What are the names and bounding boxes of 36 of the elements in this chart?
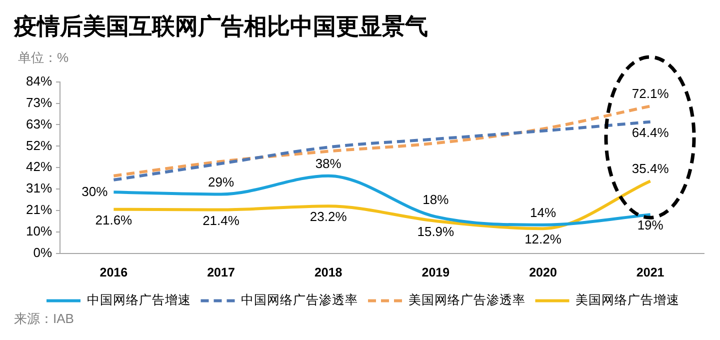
source-note: 来源：IAB (14, 311, 74, 327)
y-tick-label: 21% (26, 202, 52, 218)
data-label: 19% (637, 218, 664, 233)
y-tick-label: 84% (26, 73, 52, 88)
data-label: 21.6% (95, 212, 133, 228)
data-label: 21.4% (202, 212, 240, 228)
y-tick-label: 0% (33, 245, 52, 260)
data-label: 15.9% (417, 224, 455, 240)
y-tick-label: 31% (26, 180, 52, 196)
y-axis-title: 单位：% (18, 50, 69, 66)
y-tick-label: 10% (26, 224, 52, 239)
legend-label: 中国网络广告渗透率 (241, 292, 358, 308)
data-label: 72.1% (632, 86, 670, 102)
y-tick-label: 63% (26, 116, 52, 132)
x-tick-label: 2019 (422, 265, 450, 280)
data-label: 30% (82, 184, 108, 199)
legend-label: 美国网络广告渗透率 (408, 292, 526, 308)
data-label: 23.2% (310, 209, 348, 224)
data-label: 29% (208, 174, 234, 190)
y-tick-label: 42% (26, 159, 52, 174)
x-tick-label: 2021 (636, 265, 664, 280)
legend-label: 美国网络广告增速 (576, 292, 680, 308)
x-tick-label: 2020 (529, 265, 557, 280)
x-tick-label: 2016 (100, 265, 128, 280)
data-label: 18% (422, 192, 450, 207)
data-label: 64.4% (632, 124, 670, 140)
y-tick-label: 52% (26, 138, 52, 153)
y-tick-label: 73% (26, 94, 52, 110)
data-label: 35.4% (632, 161, 670, 176)
x-tick-label: 2018 (314, 265, 342, 280)
data-label: 12.2% (524, 232, 562, 247)
legend-label: 中国网络广告增速 (86, 293, 191, 308)
data-label: 14% (530, 204, 556, 220)
data-label: 38% (315, 156, 342, 171)
x-tick-label: 2017 (207, 265, 235, 280)
chart-title: 疫情后美国互联网广告相比中国更显景气 (14, 12, 428, 41)
